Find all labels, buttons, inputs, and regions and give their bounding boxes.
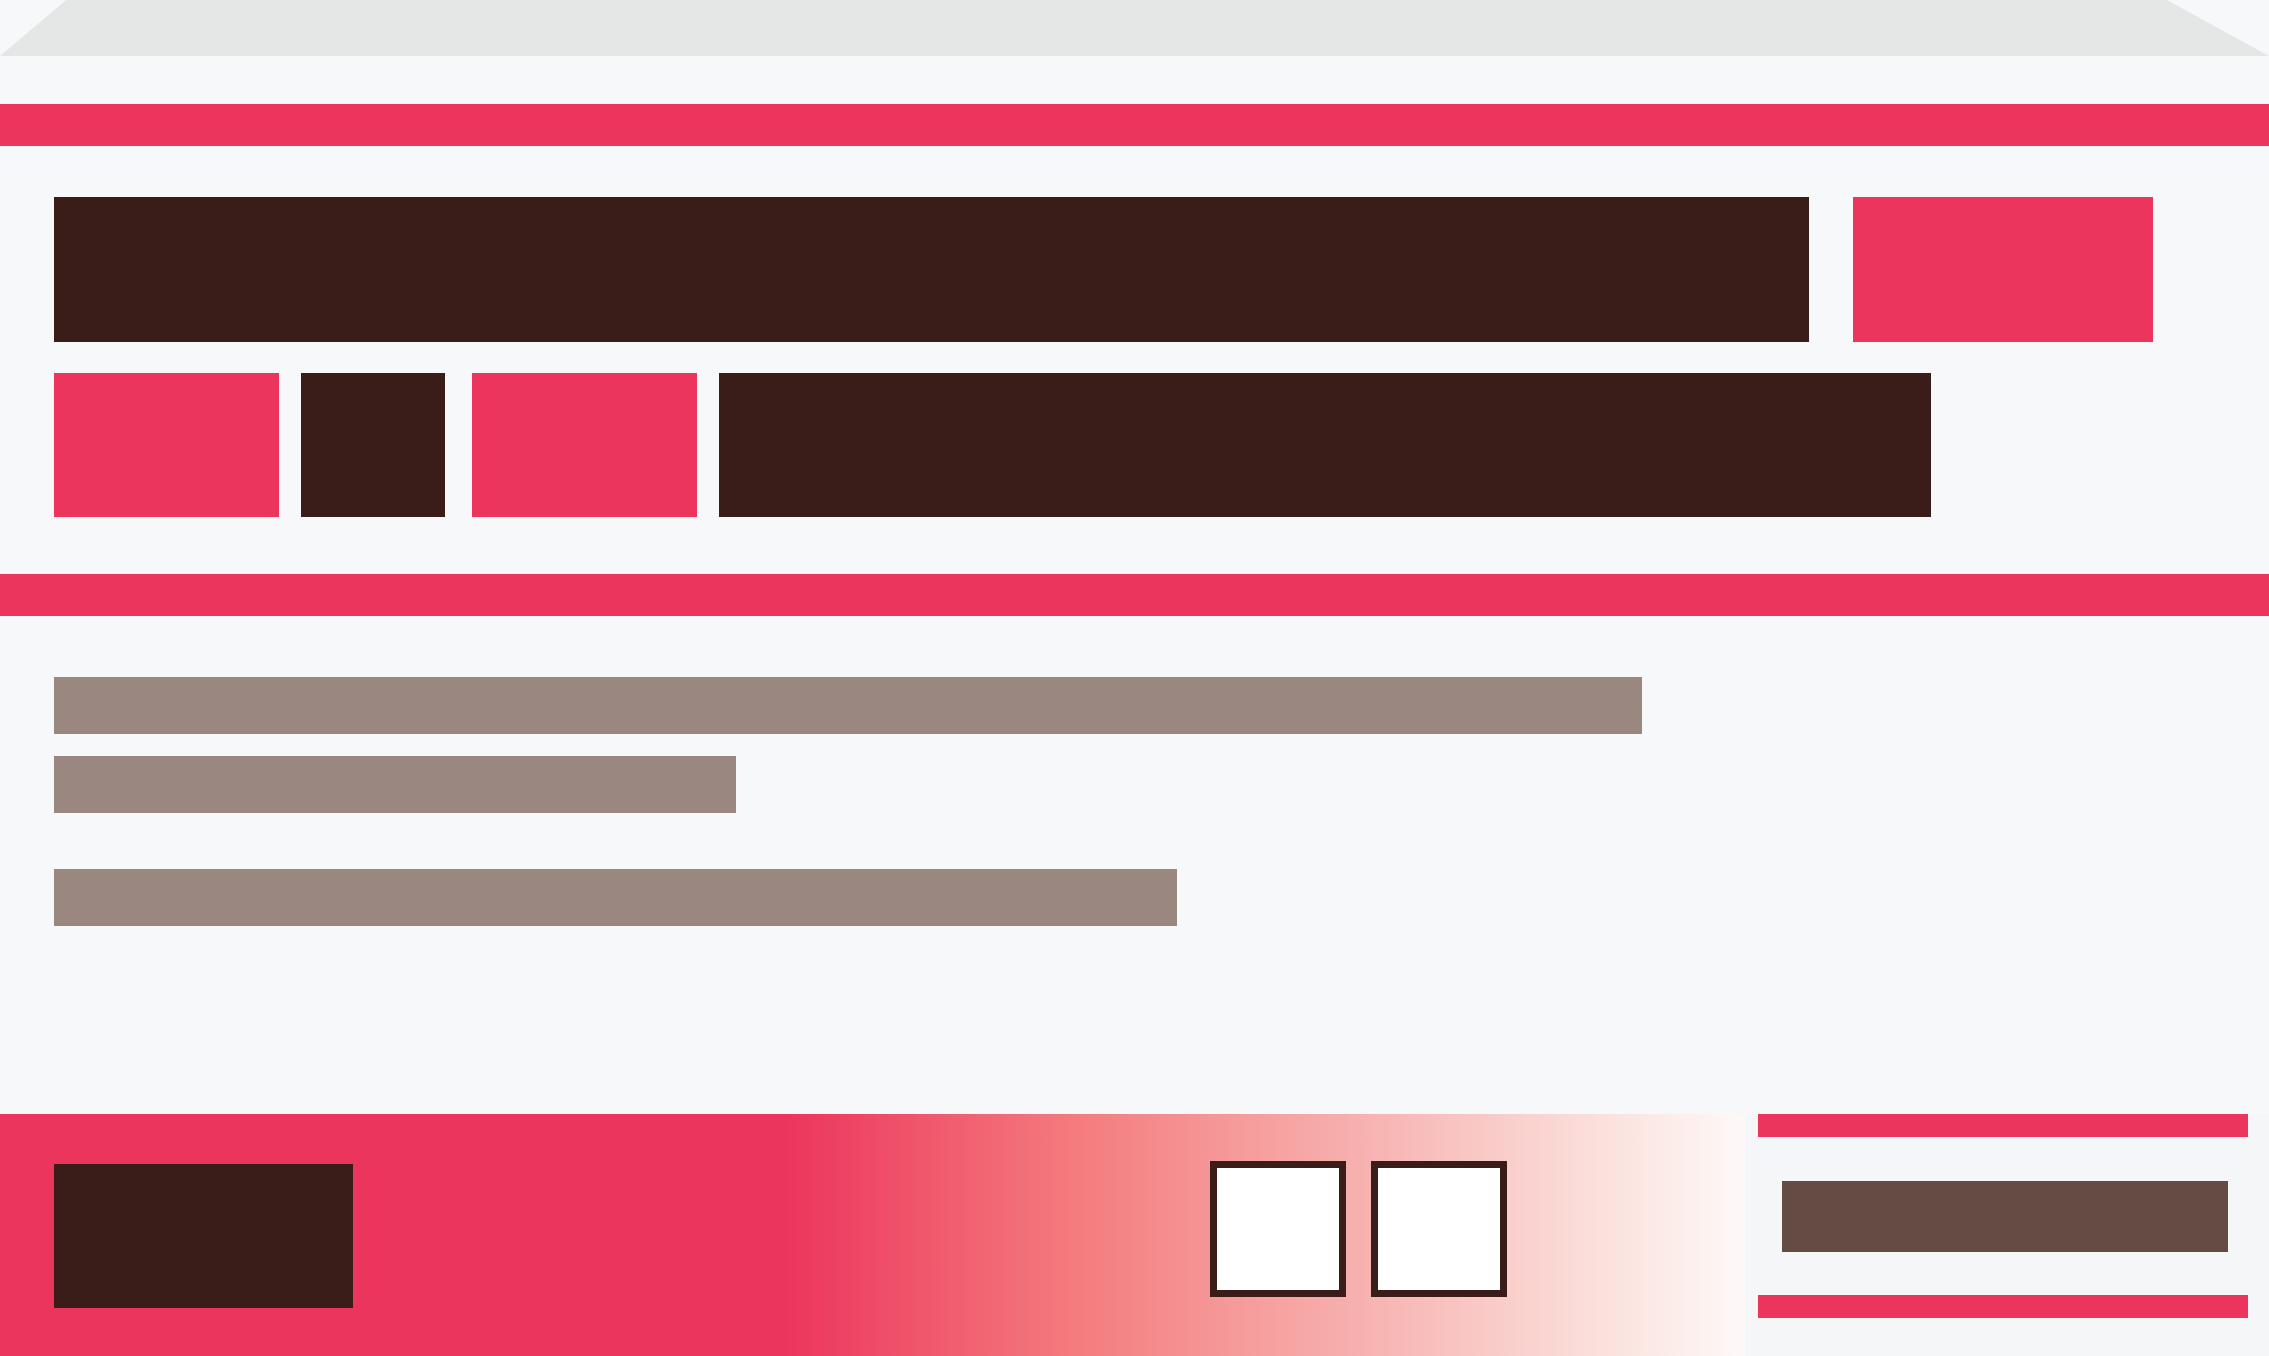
section-rule	[0, 574, 2269, 616]
text-line-3	[54, 869, 1177, 926]
title-block	[54, 197, 1809, 342]
option-box-1[interactable]	[1210, 1161, 1346, 1297]
tag-block-2[interactable]	[301, 373, 445, 517]
tag-block-3[interactable]	[472, 373, 697, 517]
subtitle-block	[719, 373, 1931, 517]
header-rule	[0, 104, 2269, 146]
text-line-2	[54, 756, 736, 813]
side-panel-bottom-rule	[1758, 1295, 2248, 1318]
tag-block-1[interactable]	[54, 373, 279, 517]
option-box-2[interactable]	[1371, 1161, 1507, 1297]
bottom-action-button[interactable]	[54, 1164, 353, 1308]
text-line-1	[54, 677, 1642, 734]
side-panel-top-rule	[1758, 1114, 2248, 1137]
top-band	[0, 0, 2269, 56]
side-panel-button[interactable]	[1782, 1181, 2228, 1252]
header-action-button[interactable]	[1853, 197, 2153, 342]
